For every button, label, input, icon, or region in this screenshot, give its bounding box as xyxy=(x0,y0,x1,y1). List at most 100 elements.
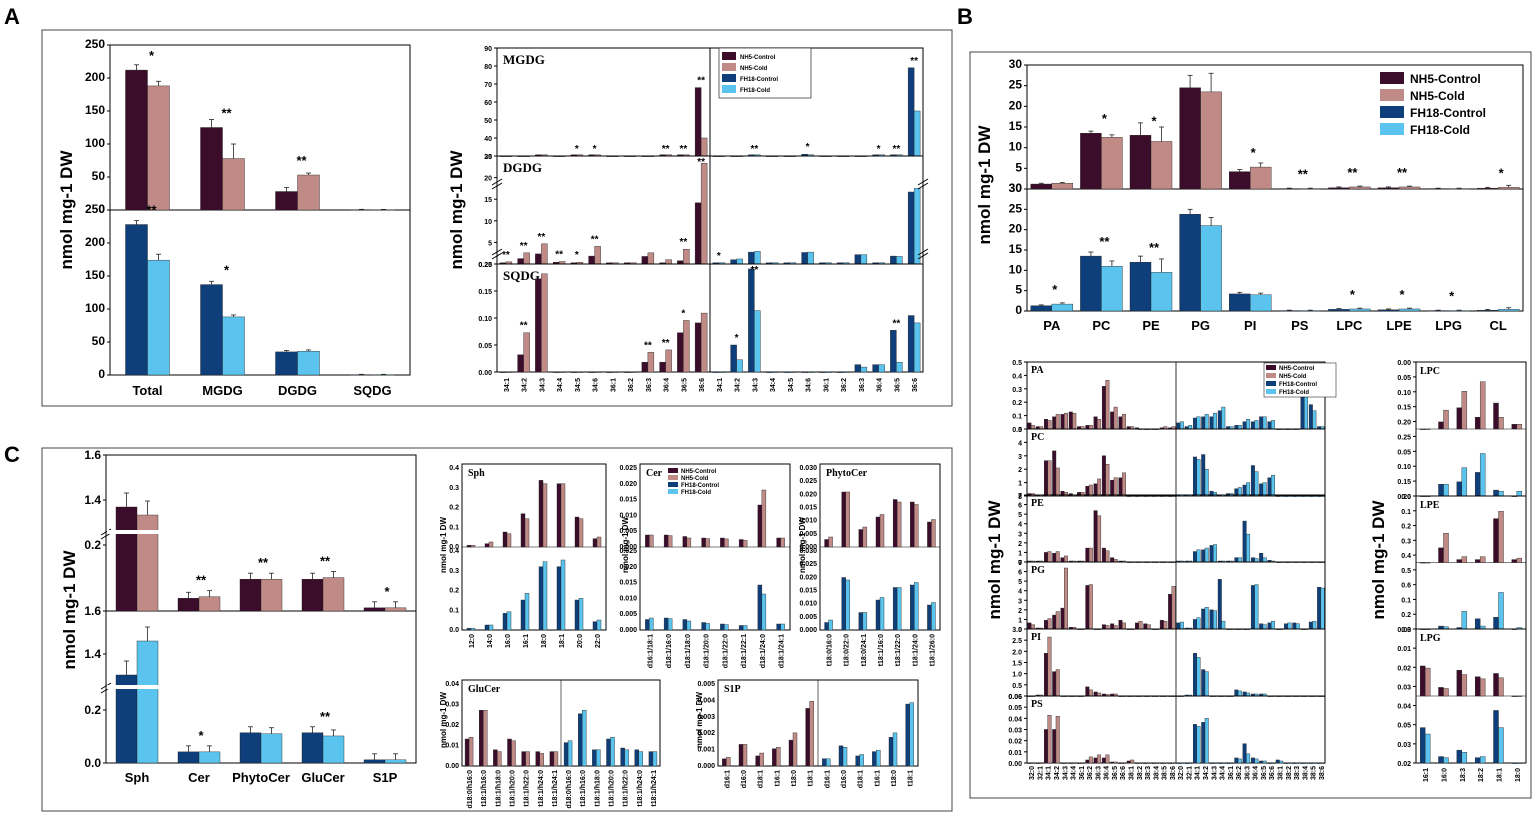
b-species-x-label: 36:2 xyxy=(1087,766,1094,780)
b-species-bar xyxy=(1259,416,1264,430)
c-species-bar xyxy=(645,534,650,548)
a-species-y-tick: 0.25 xyxy=(478,262,492,269)
b-species-y-tick: 7 xyxy=(1018,493,1022,500)
b-species-bar xyxy=(1168,495,1173,497)
b-species-bar xyxy=(1320,587,1325,630)
b-species-row-title: PI xyxy=(1031,632,1041,643)
b-species-bar xyxy=(1060,607,1065,630)
a-species-bar xyxy=(594,371,601,373)
b-y-title: nmol mg-1 DW xyxy=(975,125,994,245)
b-species-bar xyxy=(1308,495,1313,497)
b-lyso-bar xyxy=(1419,562,1426,564)
b-species-bar xyxy=(1250,421,1255,430)
c-species-x-label: t18:1/h16:0 xyxy=(481,770,488,807)
c-species-y-tick: 0.015 xyxy=(619,580,637,587)
c-species-bar xyxy=(828,619,833,631)
c-species-x-label: t18:1/h24:1 xyxy=(651,770,658,807)
b-species-bar xyxy=(1317,762,1322,764)
a-species-bar xyxy=(842,371,850,373)
b-species-bar xyxy=(1168,593,1173,630)
b-species-bar xyxy=(1179,762,1184,764)
b-lyso-bar xyxy=(1498,511,1504,563)
a-species-significance: * xyxy=(575,144,579,155)
c-break-gap xyxy=(107,530,415,534)
legend-swatch xyxy=(1380,106,1404,118)
b-bottom-y-tick: 5 xyxy=(1015,283,1022,297)
a-species-significance: ** xyxy=(679,144,687,155)
b-lyso-y-tick: 0.6 xyxy=(1401,583,1411,590)
c-species-y-tick: 0.01 xyxy=(445,743,459,750)
b-bottom-bar xyxy=(1427,310,1449,312)
b-bottom-bar xyxy=(1150,272,1173,312)
b-lyso-bar xyxy=(1438,687,1444,697)
c-species-bar xyxy=(582,710,587,767)
c-species-x-label: d18:1/18:0 xyxy=(685,634,692,668)
b-species-bar xyxy=(1121,622,1126,630)
c-species-y-tick: 0.010 xyxy=(619,512,637,519)
a-species-bar xyxy=(629,371,637,373)
c-species-bar xyxy=(724,624,729,631)
c-species-bar xyxy=(705,623,710,631)
c-species-bar xyxy=(828,536,833,548)
b-bottom-y-tick: 0 xyxy=(1015,303,1022,317)
legend-swatch xyxy=(1380,72,1404,84)
b-lyso-bar xyxy=(1493,673,1499,697)
c-species-y-tick: 0.020 xyxy=(799,574,817,581)
c-species-bar xyxy=(466,545,472,548)
b-bottom-bar xyxy=(1497,309,1520,312)
c-species-x-label: 16:1 xyxy=(523,634,530,648)
a-species-bar xyxy=(541,273,548,373)
c-species-legend-label: NH5-Control xyxy=(681,469,717,475)
c-species-bar xyxy=(610,737,615,767)
b-species-bar xyxy=(1284,495,1288,497)
legend-swatch xyxy=(722,63,736,71)
b-species-bar xyxy=(1093,757,1098,764)
c-species-bar xyxy=(888,737,894,767)
b-species-bar xyxy=(1135,622,1139,630)
b-species-bar xyxy=(1097,754,1102,764)
b-species-bar xyxy=(1135,495,1139,497)
b-species-y-tick: 5 xyxy=(1018,579,1022,586)
b-species-bar xyxy=(1246,753,1251,764)
b-species-row-title: PC xyxy=(1031,432,1044,443)
b-bottom-bar xyxy=(1299,310,1322,312)
b-species-bar xyxy=(1304,495,1309,497)
b-species-y-tick: 0.00 xyxy=(1008,761,1022,768)
c-species-bar xyxy=(493,749,498,767)
b-species-bar xyxy=(1043,729,1048,764)
a-species-bar xyxy=(907,315,915,373)
c-top-bar xyxy=(363,607,386,612)
b-top-bar xyxy=(1377,187,1400,190)
a-bottom-significance: ** xyxy=(146,203,157,218)
b-lyso-bar xyxy=(1516,557,1523,563)
b-lyso-bar xyxy=(1461,611,1468,630)
c-species-x-label: 16:0 xyxy=(505,634,512,648)
b-species-bar xyxy=(1192,653,1197,697)
c-species-bar xyxy=(931,602,936,631)
a-top-y-tick: 0 xyxy=(98,202,105,216)
a-top-y-tick: 250 xyxy=(85,37,105,51)
c-species-title: Sph xyxy=(468,468,485,479)
a-species-bar xyxy=(754,251,761,265)
b-species-bar xyxy=(1196,657,1201,697)
c-top-bar xyxy=(136,514,159,612)
c-species-y-tick: 0.3 xyxy=(449,568,459,575)
b-species-y-tick: 0.06 xyxy=(1008,694,1022,701)
a-top-significance: ** xyxy=(221,106,232,121)
b-lyso-y-tick: 0.15 xyxy=(1397,405,1411,412)
a-species-bar xyxy=(907,67,915,157)
b-top-bar xyxy=(1497,187,1520,190)
b-species-bar xyxy=(1270,620,1275,630)
b-species-bar xyxy=(1151,762,1156,764)
c-species-bar xyxy=(484,543,490,548)
b-top-bar xyxy=(1228,171,1251,190)
b-species-bar xyxy=(1213,492,1217,497)
a-species-bar xyxy=(718,371,726,373)
b-bottom-y-tick: 15 xyxy=(1009,242,1023,256)
c-species-bar xyxy=(788,739,794,767)
c-species-bar xyxy=(872,751,877,767)
c-species-y-tick: 0.000 xyxy=(619,627,637,634)
panel-b-frame xyxy=(969,51,1532,799)
b-lyso-bar xyxy=(1474,417,1481,430)
a-species-bar xyxy=(694,202,702,265)
